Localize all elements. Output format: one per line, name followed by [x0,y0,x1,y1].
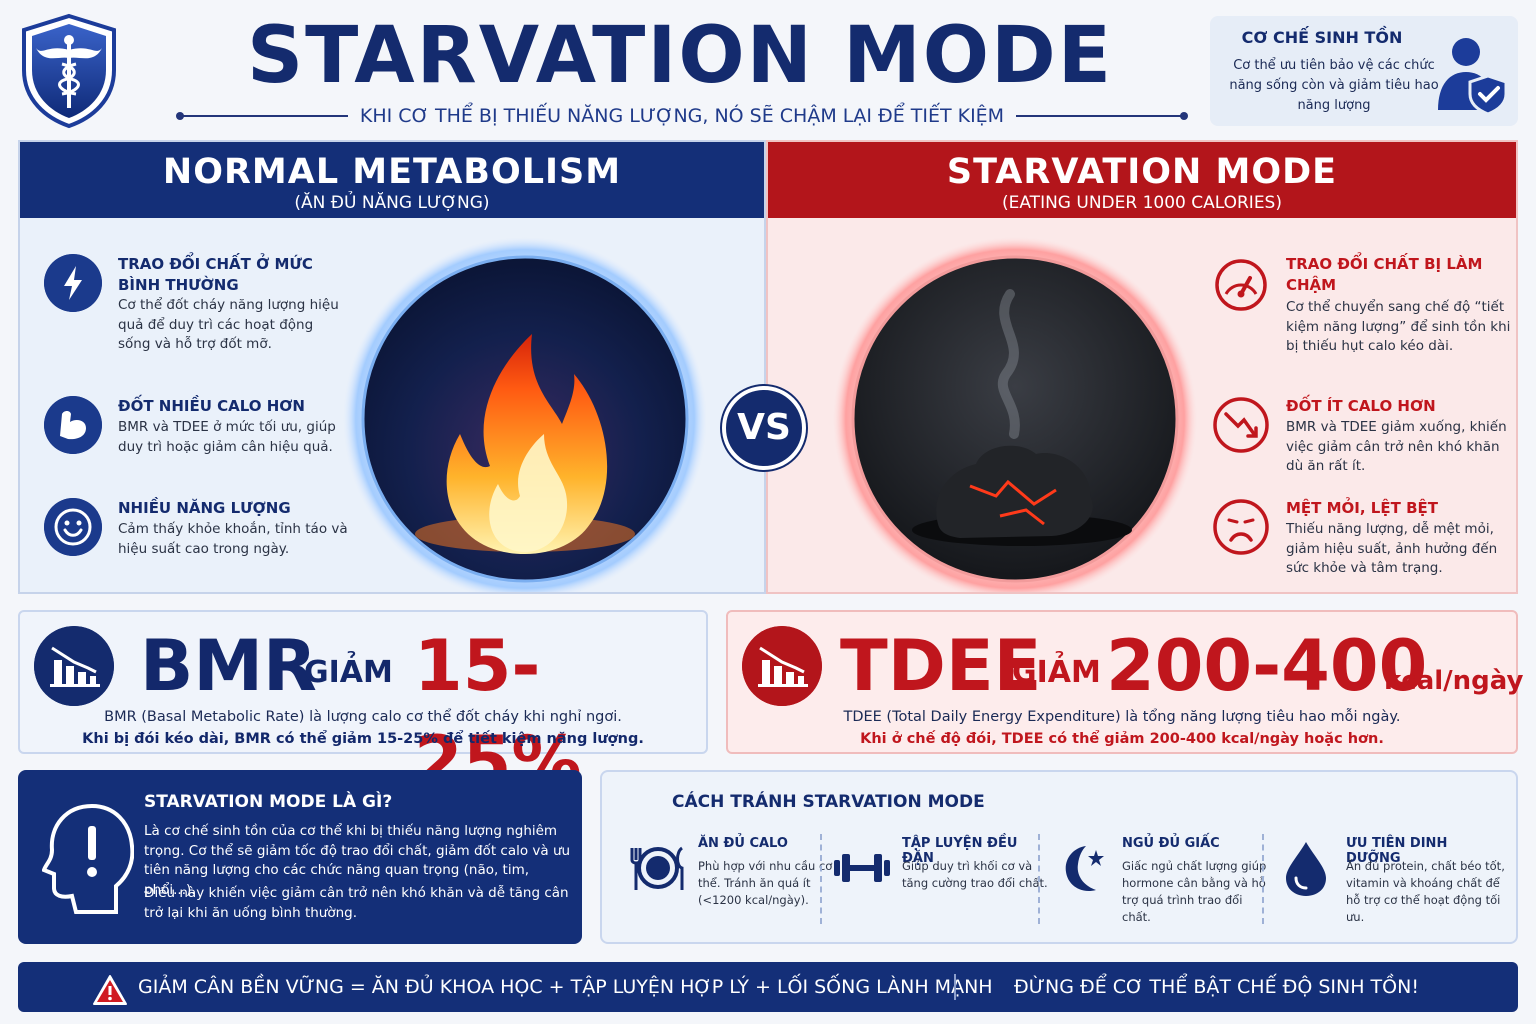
footer-divider [954,974,956,1000]
what-desc: Là cơ chế sinh tồn của cơ thể khi bị thi… [144,823,571,898]
starvation-subtitle: (EATING UNDER 1000 CALORIES) [1002,193,1282,213]
survival-desc: Cơ thể ưu tiên bảo vệ các chức năng sống… [1229,58,1439,113]
normal-metabolism-panel: NORMAL METABOLISM (ĂN ĐỦ NĂNG LƯỢNG) TRA… [18,140,766,594]
survival-title: CƠ CHẾ SINH TỒN [1241,28,1403,47]
page-subtitle: KHI CƠ THỂ BỊ THIẾU NĂNG LƯỢNG, NÓ SẼ CH… [359,105,1005,127]
subtitle-line-right [1016,112,1188,120]
normal-title: NORMAL METABOLISM [162,152,622,192]
tip-title: TẬP LUYỆN ĐỀU ĐẶN [902,836,1018,866]
bmr-label: BMR [140,625,317,707]
tdee-label: TDEE [840,625,1042,707]
person-shield-icon [1438,38,1508,116]
normal-feature-desc: Cảm thấy khỏe khoắn, tỉnh táo và hiệu su… [118,521,348,557]
tdee-desc-bold: Khi ở chế độ đói, TDEE có thể giảm 200-4… [860,731,1384,747]
starvation-feature-title: MỆT MỎI, LỆT BỆT [1286,499,1438,517]
starvation-feature-desc: BMR và TDEE giảm xuống, khiến việc giảm … [1286,419,1507,474]
starvation-header: STARVATION MODE (EATING UNDER 1000 CALOR… [768,142,1516,218]
what-title: STARVATION MODE LÀ GÌ? [144,792,393,812]
avoid-box: CÁCH TRÁNH STARVATION MODE ĂN ĐỦ CALO Ph… [600,770,1518,944]
starvation-mode-panel: STARVATION MODE (EATING UNDER 1000 CALOR… [766,140,1518,594]
down-arrow-icon [1213,397,1269,453]
tip-title: ƯU TIÊN DINH DƯỠNG [1346,836,1448,866]
subtitle-row: KHI CƠ THỂ BỊ THIẾU NĂNG LƯỢNG, NÓ SẼ CH… [176,102,1188,130]
vs-badge: VS [722,386,806,470]
tip-divider [820,834,822,924]
bar-chart-down-icon [742,626,822,706]
tip-desc: Giúp duy trì khối cơ và tăng cường trao … [902,859,1048,890]
sad-icon [1213,499,1269,555]
drop-icon [1286,842,1326,896]
tip-title: NGỦ ĐỦ GIẤC [1122,836,1220,851]
starvation-title: STARVATION MODE [946,152,1338,192]
tip-title: ĂN ĐỦ CALO [698,836,788,851]
what-is-box: STARVATION MODE LÀ GÌ? Là cơ chế sinh tồ… [18,770,582,944]
footer-banner: GIẢM CÂN BỀN VỮNG = ĂN ĐỦ KHOA HỌC + TẬP… [18,962,1518,1012]
normal-feature-title: ĐỐT NHIỀU CALO HƠN [118,397,305,415]
bar-chart-down-icon [34,626,114,706]
warning-icon [93,975,127,1005]
starvation-feature-desc: Thiếu năng lượng, dễ mệt mỏi, giảm hiệu … [1286,521,1498,576]
tdee-stat-box: TDEE GIẢM 200-400 kcal/ngày TDEE (Total … [726,610,1523,754]
gauge-icon [1215,259,1267,311]
tip-desc: Ăn đủ protein, chất béo tốt, vitamin và … [1346,859,1505,924]
avoid-tip: TẬP LUYỆN ĐỀU ĐẶN Giúp duy trì khối cơ v… [830,836,1050,926]
tip-divider [1262,834,1264,924]
muscle-icon [44,396,102,454]
subtitle-line-left [176,112,348,120]
tdee-unit: kcal/ngày [1384,666,1524,696]
tip-desc: Phù hợp với nhu cầu cơ thể. Tránh ăn quá… [698,859,833,907]
avoid-tip: ƯU TIÊN DINH DƯỠNG Ăn đủ protein, chất b… [1274,836,1505,926]
normal-header: NORMAL METABOLISM (ĂN ĐỦ NĂNG LƯỢNG) [20,142,764,218]
plate-icon [630,846,684,890]
tdee-verb: GIẢM [1012,655,1101,690]
survival-mechanism-box: CƠ CHẾ SINH TỒN Cơ thể ưu tiên bảo vệ cá… [1210,16,1518,126]
normal-feature-title: TRAO ĐỔI CHẤT Ở MỨC BÌNH THƯỜNG [118,255,313,294]
medical-shield-logo [22,13,116,129]
avoid-tip: ĂN ĐỦ CALO Phù hợp với nhu cầu cơ thể. T… [626,836,846,926]
starvation-feature-desc: Cơ thể chuyển sang chế độ “tiết kiệm năn… [1286,299,1511,354]
dumbbell-icon [834,854,890,882]
coal-illustration [833,237,1197,592]
tip-desc: Giấc ngủ chất lượng giúp hormone cân bằn… [1122,859,1267,924]
bmr-stat-box: BMR GIẢM 15-25% BMR (Basal Metabolic Rat… [18,610,708,803]
fire-illustration [343,237,707,592]
what-desc-2: Điều này khiến việc giảm cân trở nên khó… [144,885,569,921]
bmr-desc: BMR (Basal Metabolic Rate) là lượng calo… [104,709,622,725]
footer-warning: ĐỪNG ĐỂ CƠ THỂ BẬT CHẾ ĐỘ SINH TỒN! [1014,976,1419,998]
lightning-icon [44,254,102,312]
starvation-feature-title: TRAO ĐỔI CHẤT BỊ LÀM CHẬM [1286,255,1483,294]
moon-icon [1065,846,1104,892]
avoid-tip: NGỦ ĐỦ GIẤC Giấc ngủ chất lượng giúp hor… [1050,836,1270,926]
normal-feature-title: NHIỀU NĂNG LƯỢNG [118,499,291,517]
normal-feature-desc: BMR và TDEE ở mức tối ưu, giúp duy trì h… [118,419,336,455]
footer-slogan: GIẢM CÂN BỀN VỮNG = ĂN ĐỦ KHOA HỌC + TẬP… [138,976,993,998]
tdee-desc: TDEE (Total Daily Energy Expenditure) là… [843,709,1401,725]
bmr-verb: GIẢM [304,655,393,690]
starvation-feature-title: ĐỐT ÍT CALO HƠN [1286,397,1436,415]
head-exclamation-icon [42,803,134,914]
tip-divider [1038,834,1040,924]
normal-subtitle: (ĂN ĐỦ NĂNG LƯỢNG) [294,193,490,213]
page-title: STARVATION MODE [246,11,1114,101]
tdee-value: 200-400 [1106,625,1428,707]
avoid-title: CÁCH TRÁNH STARVATION MODE [672,792,985,812]
smile-icon [44,498,102,556]
bmr-desc-bold: Khi bị đói kéo dài, BMR có thể giảm 15-2… [82,731,644,747]
normal-feature-desc: Cơ thể đốt cháy năng lượng hiệu quả để d… [118,297,339,352]
